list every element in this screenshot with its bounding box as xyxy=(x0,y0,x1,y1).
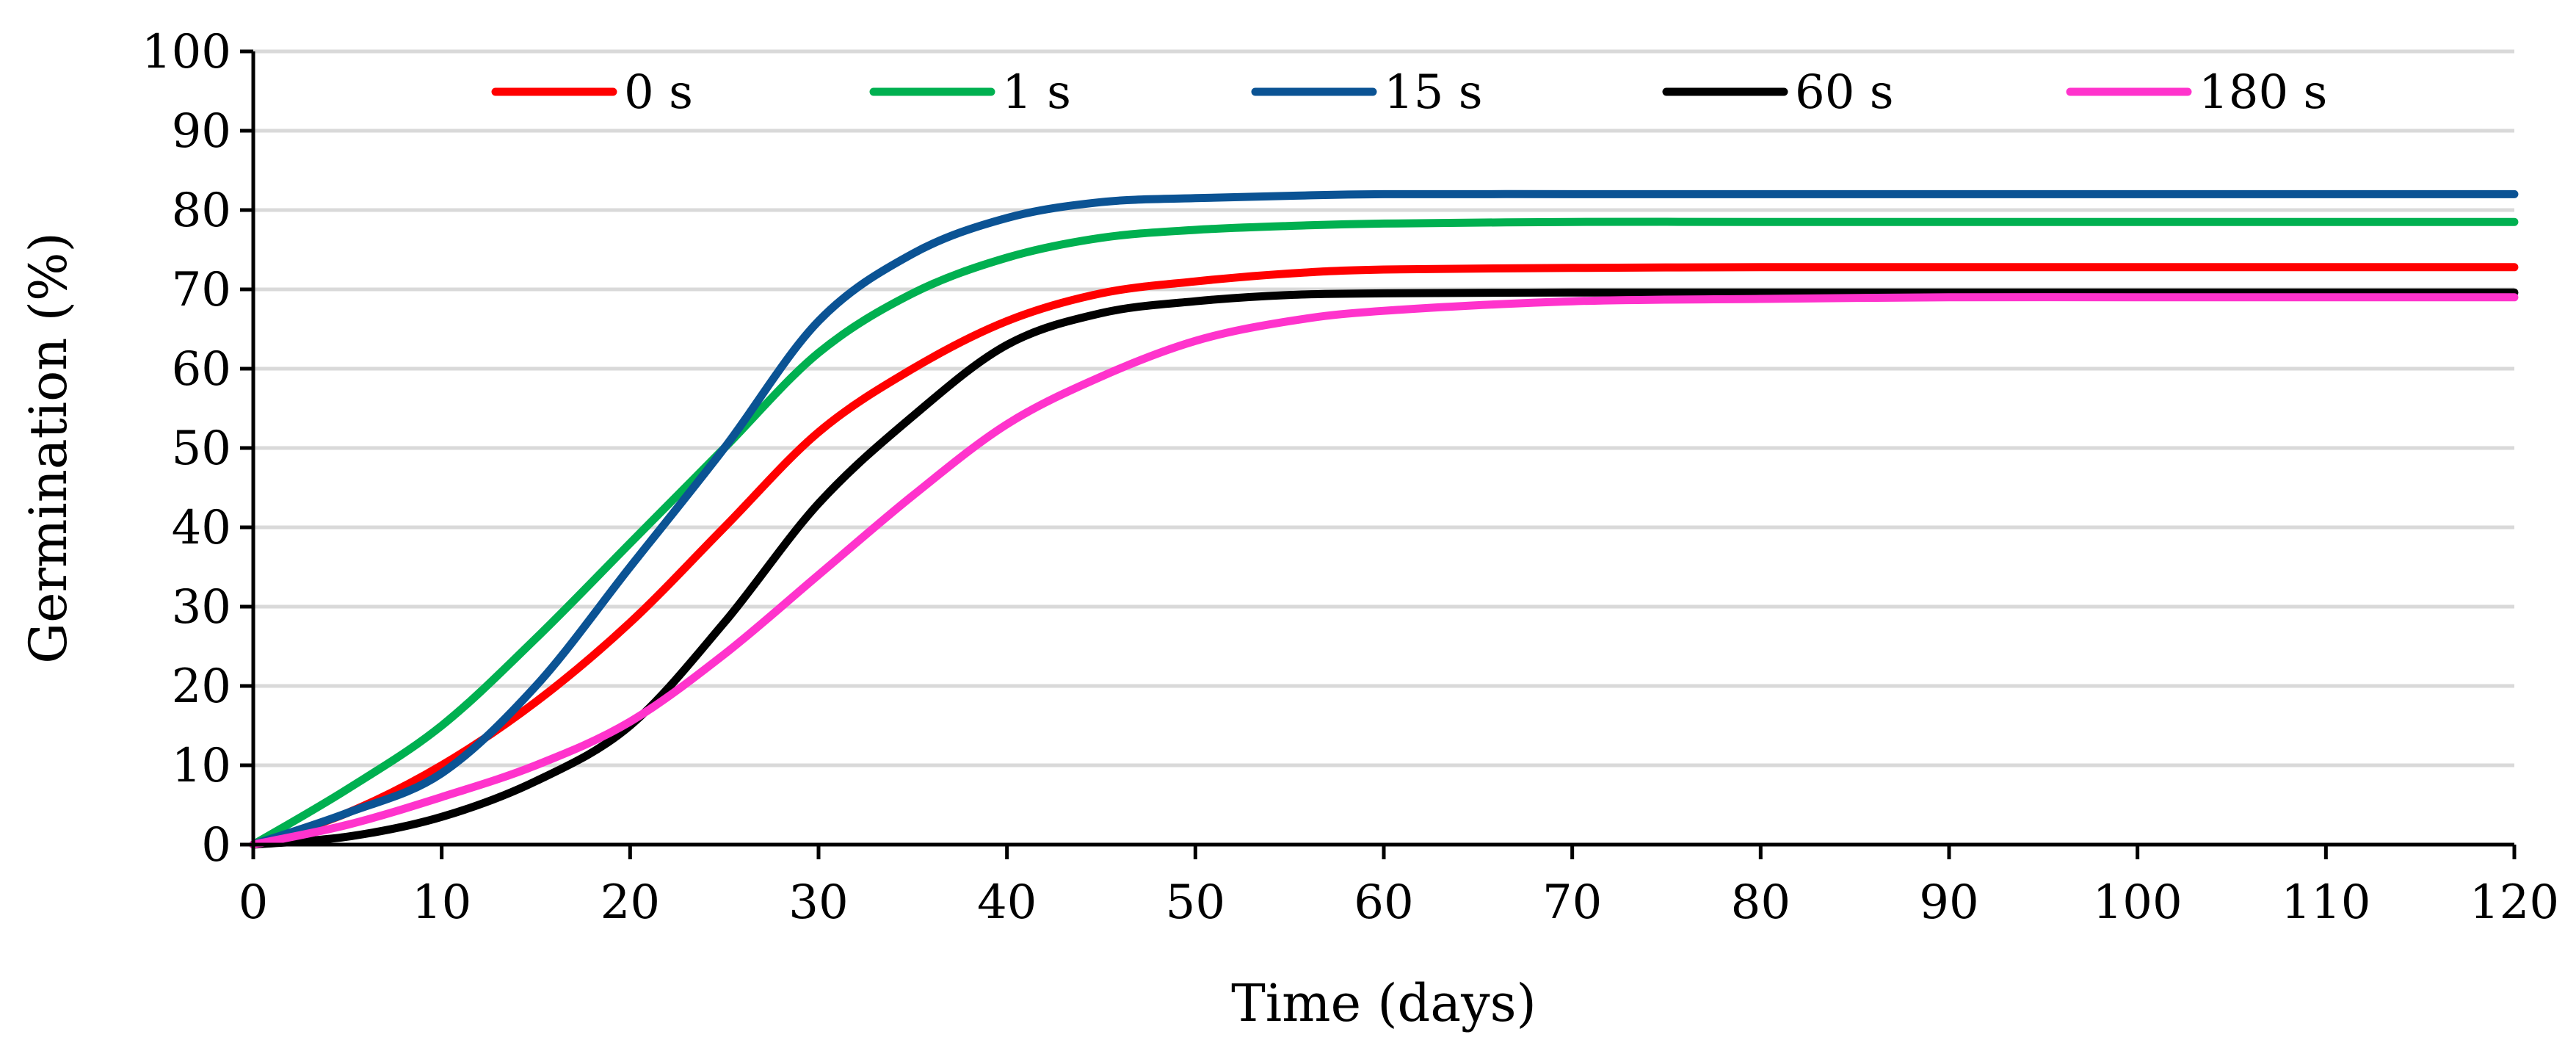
legend-label: 15 s xyxy=(1384,65,1483,120)
y-tick-label: 40 xyxy=(172,501,231,555)
x-tick-label: 90 xyxy=(1919,875,1978,930)
legend-label: 0 s xyxy=(624,65,693,120)
y-tick-label: 60 xyxy=(172,342,231,397)
y-tick-label: 100 xyxy=(142,25,231,79)
x-tick-label: 40 xyxy=(977,875,1037,930)
legend-label: 60 s xyxy=(1795,65,1894,120)
x-tick-label: 50 xyxy=(1166,875,1225,930)
x-tick-label: 20 xyxy=(601,875,660,930)
series-line-180s xyxy=(249,293,2519,849)
y-tick-label: 70 xyxy=(172,263,231,317)
legend: 0 s 1 s 15 s 60 s 180 s xyxy=(491,65,2327,120)
x-tick-label: 100 xyxy=(2093,875,2183,930)
y-tick-label: 90 xyxy=(172,104,231,159)
series-line-15s xyxy=(249,189,2519,849)
y-tick-label: 0 xyxy=(201,818,231,873)
y-axis-title: Germination (%) xyxy=(18,232,79,664)
series-line-0s xyxy=(249,263,2519,849)
series-lines xyxy=(249,189,2519,849)
y-tick-label: 80 xyxy=(172,184,231,238)
axis-ticks: 0 10 20 30 40 50 60 70 80 90 100 0 10 20 30 40 50 60 70 80 9… xyxy=(142,25,2559,930)
series-line-1s xyxy=(249,217,2519,849)
x-tick-label: 120 xyxy=(2470,875,2559,930)
legend-label: 1 s xyxy=(1002,65,1071,120)
x-axis-title: Time (days) xyxy=(1231,973,1536,1033)
x-tick-label: 0 xyxy=(239,875,269,930)
x-tick-label: 60 xyxy=(1354,875,1413,930)
y-tick-label: 50 xyxy=(172,422,231,476)
y-tick-label: 30 xyxy=(172,580,231,635)
x-tick-label: 30 xyxy=(788,875,848,930)
x-tick-label: 70 xyxy=(1542,875,1602,930)
x-tick-label: 110 xyxy=(2281,875,2370,930)
series-line-60s xyxy=(249,288,2519,849)
legend-label: 180 s xyxy=(2199,65,2327,120)
x-tick-label: 80 xyxy=(1731,875,1790,930)
y-tick-label: 20 xyxy=(172,660,231,714)
x-tick-label: 10 xyxy=(412,875,471,930)
y-tick-label: 10 xyxy=(172,739,231,793)
gridlines xyxy=(253,49,2514,767)
